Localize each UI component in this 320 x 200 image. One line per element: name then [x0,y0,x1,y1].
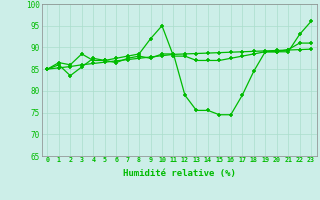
X-axis label: Humidité relative (%): Humidité relative (%) [123,169,236,178]
